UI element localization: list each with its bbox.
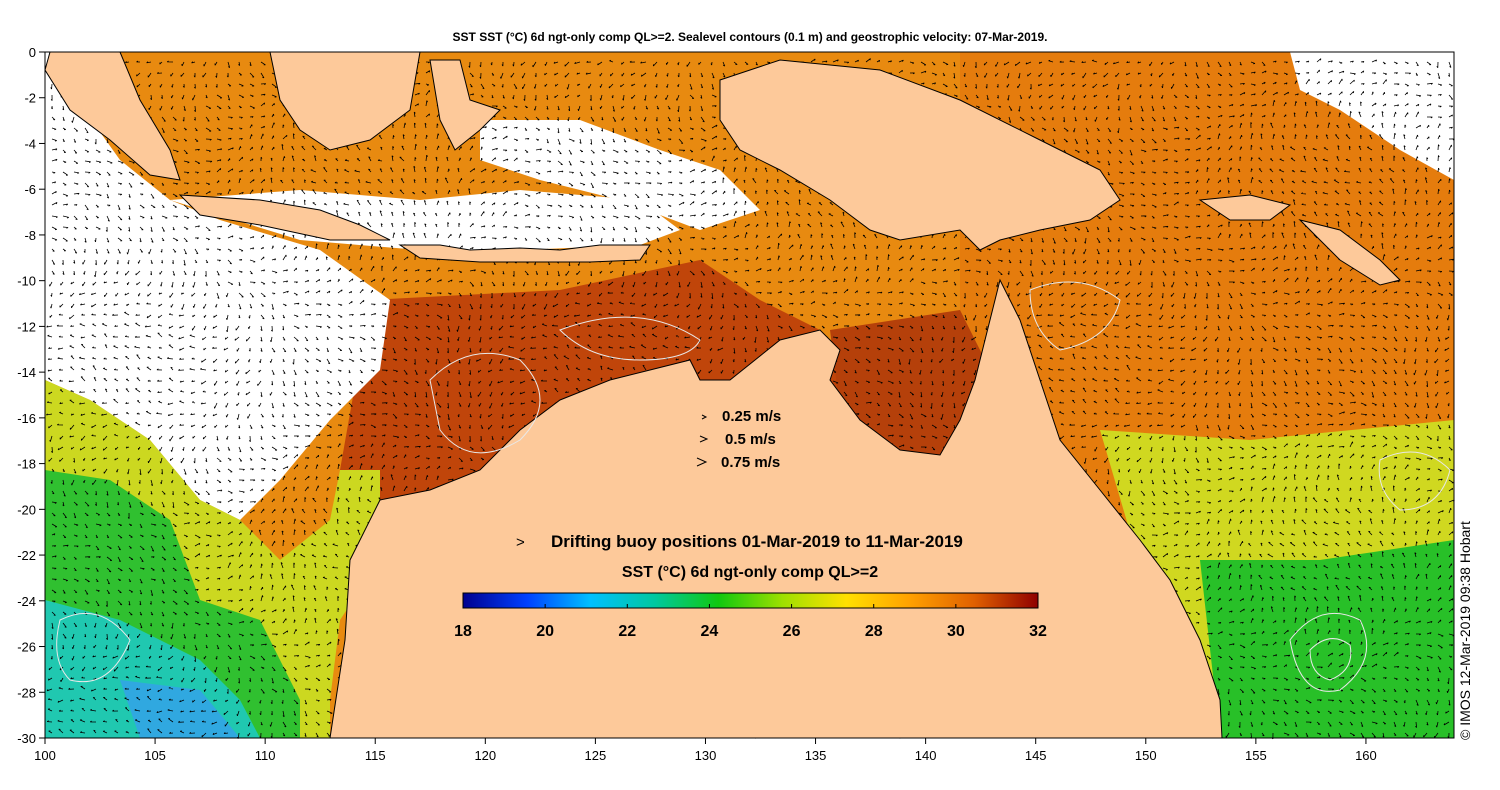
x-tick-label: 120 bbox=[474, 748, 496, 763]
contour-7 bbox=[1378, 451, 1451, 511]
contour-5 bbox=[56, 612, 131, 683]
y-tick-label: -26 bbox=[17, 640, 36, 655]
y-tick-label: -20 bbox=[17, 502, 36, 517]
y-axis: 0 -2 -4 -6 -8 -10 -12 -14 -16 -18 -20 -22 -24 -26 -28 -… bbox=[17, 45, 45, 746]
y-tick-label: -4 bbox=[24, 136, 36, 151]
velocity-arrow-1 bbox=[701, 414, 708, 420]
y-tick-label: -16 bbox=[17, 411, 36, 426]
borneo bbox=[269, 51, 421, 151]
x-tick-label: 135 bbox=[805, 748, 827, 763]
y-tick-label: 0 bbox=[29, 45, 36, 60]
map-title: SST SST (°C) 6d ngt-only comp QL>=2. Sea… bbox=[452, 30, 1048, 44]
colorbar-ticks: 18 20 22 24 26 28 30 32 bbox=[454, 604, 1047, 640]
x-tick-label: 115 bbox=[365, 748, 386, 763]
x-tick-label: 110 bbox=[255, 748, 276, 763]
y-tick-label: -8 bbox=[24, 228, 36, 243]
colorbar-tick-label: 20 bbox=[536, 623, 554, 640]
y-tick-label: -28 bbox=[17, 685, 36, 700]
contour-1 bbox=[429, 352, 541, 454]
velocity-arrow-2 bbox=[699, 435, 709, 443]
x-tick-label: 105 bbox=[144, 748, 166, 763]
nodata-banda bbox=[480, 120, 760, 230]
x-tick-label: 155 bbox=[1245, 748, 1267, 763]
y-tick-label: -14 bbox=[17, 365, 36, 380]
velocity-arrow-3 bbox=[696, 457, 708, 467]
velocity-label-3: 0.75 m/s bbox=[721, 454, 780, 471]
solomon-islands bbox=[1298, 219, 1401, 286]
y-tick-label: -12 bbox=[17, 319, 36, 334]
colorbar-bar bbox=[462, 592, 1039, 609]
sulawesi bbox=[429, 59, 501, 151]
contour-2 bbox=[559, 316, 701, 361]
x-tick-label: 140 bbox=[915, 748, 937, 763]
x-tick-label: 145 bbox=[1025, 748, 1047, 763]
contour-6 bbox=[1029, 281, 1121, 351]
colorbar-tick-label: 28 bbox=[865, 623, 883, 640]
nodata-java-sea bbox=[170, 190, 680, 250]
colorbar-tick-label: 30 bbox=[947, 623, 965, 640]
x-tick-label: 130 bbox=[695, 748, 717, 763]
colorbar-tick-label: 32 bbox=[1029, 623, 1047, 640]
x-axis: 100 105 110 115 120 125 130 135 140 145 150 155 160 bbox=[34, 738, 1377, 763]
colorbar-tick-label: 22 bbox=[618, 623, 636, 640]
y-tick-label: -30 bbox=[17, 731, 36, 746]
colorbar-tick-label: 18 bbox=[454, 623, 472, 640]
x-tick-label: 160 bbox=[1355, 748, 1377, 763]
nodata-coral-north bbox=[1290, 52, 1454, 180]
velocity-label-1: 0.25 m/s bbox=[722, 408, 781, 425]
y-tick-label: -24 bbox=[17, 594, 36, 609]
nodata-west bbox=[45, 52, 390, 520]
cool-west-blue bbox=[120, 680, 240, 738]
lesser-sunda bbox=[398, 244, 651, 263]
y-tick-label: -22 bbox=[17, 548, 36, 563]
y-tick-label: -6 bbox=[24, 182, 36, 197]
buoy-marker: > bbox=[516, 534, 525, 551]
y-tick-label: -18 bbox=[17, 457, 36, 472]
colorbar-tick-label: 24 bbox=[701, 623, 719, 640]
velocity-label-2: 0.5 m/s bbox=[725, 431, 776, 448]
copyright-notice: © IMOS 12-Mar-2019 09:38 Hobart bbox=[1457, 521, 1473, 740]
velocity-legend: 0.25 m/s 0.5 m/s 0.75 m/s bbox=[696, 408, 781, 471]
y-tick-label: -10 bbox=[17, 274, 36, 289]
colorbar-title: SST (°C) 6d ngt-only comp QL>=2 bbox=[622, 564, 878, 581]
new-guinea bbox=[719, 59, 1121, 251]
new-britain bbox=[1198, 194, 1292, 221]
land bbox=[44, 51, 1401, 739]
buoy-legend-label: Drifting buoy positions 01-Mar-2019 to 1… bbox=[551, 532, 963, 551]
map-frame bbox=[44, 51, 1455, 739]
contour-3 bbox=[1289, 612, 1368, 692]
y-tick-label: -2 bbox=[24, 91, 36, 106]
contour-4 bbox=[1309, 638, 1352, 681]
sealevel-contours bbox=[56, 281, 1451, 692]
x-tick-label: 100 bbox=[34, 748, 56, 763]
colorbar-tick-label: 26 bbox=[783, 623, 801, 640]
x-tick-label: 125 bbox=[585, 748, 607, 763]
x-tick-label: 150 bbox=[1135, 748, 1157, 763]
java bbox=[178, 194, 391, 241]
